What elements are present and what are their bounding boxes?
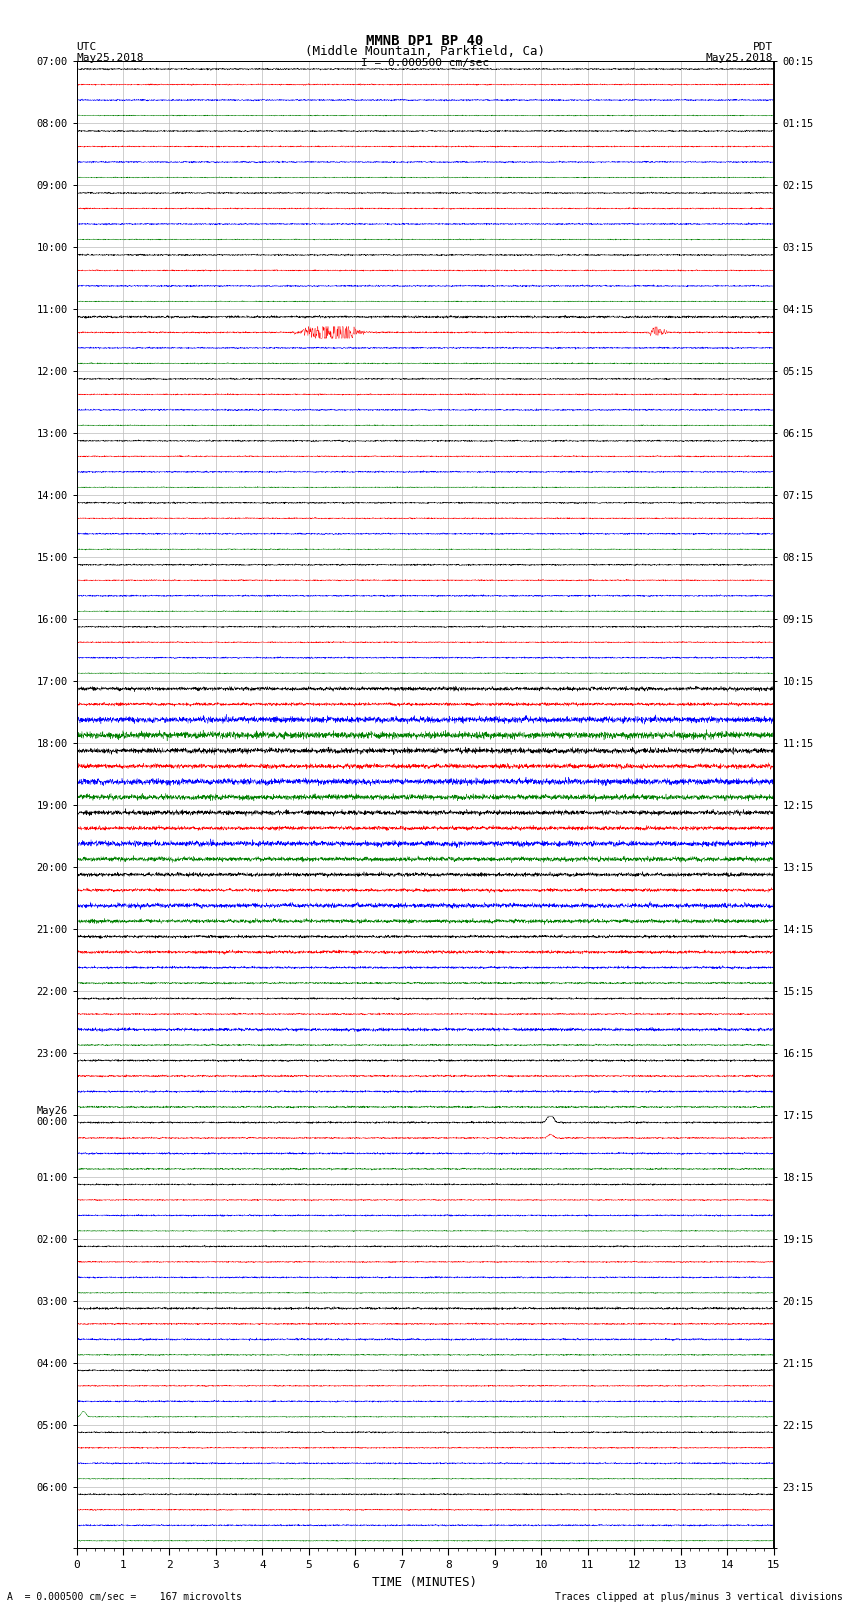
Text: Traces clipped at plus/minus 3 vertical divisions: Traces clipped at plus/minus 3 vertical …: [555, 1592, 843, 1602]
Text: A  = 0.000500 cm/sec =    167 microvolts: A = 0.000500 cm/sec = 167 microvolts: [7, 1592, 241, 1602]
Text: May25,2018: May25,2018: [706, 53, 774, 63]
Text: (Middle Mountain, Parkfield, Ca): (Middle Mountain, Parkfield, Ca): [305, 45, 545, 58]
Text: PDT: PDT: [753, 42, 774, 52]
Text: I = 0.000500 cm/sec: I = 0.000500 cm/sec: [361, 58, 489, 68]
Text: MMNB DP1 BP 40: MMNB DP1 BP 40: [366, 34, 484, 48]
Text: May25,2018: May25,2018: [76, 53, 144, 63]
X-axis label: TIME (MINUTES): TIME (MINUTES): [372, 1576, 478, 1589]
Text: UTC: UTC: [76, 42, 97, 52]
